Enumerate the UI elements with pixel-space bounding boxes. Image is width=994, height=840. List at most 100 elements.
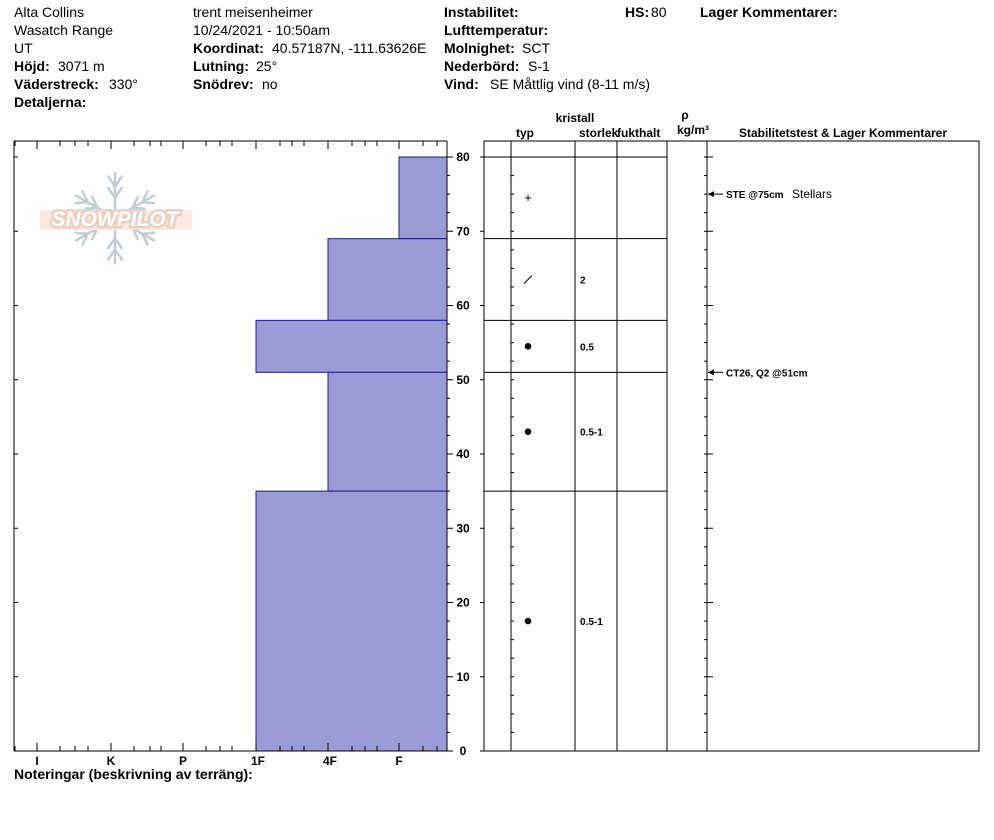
depth-tick-label: 60	[456, 299, 470, 313]
depth-tick-label: 50	[456, 373, 470, 387]
snowflake-branch	[106, 175, 117, 188]
hardness-tick-label: K	[107, 754, 116, 768]
details-label: Detaljerna:	[14, 94, 86, 110]
depth-tick-label: 10	[456, 670, 470, 684]
density-unit-header: kg/m³	[677, 123, 709, 137]
elevation-value: 3071 m	[58, 58, 105, 74]
stability-test-label: STE @75cm	[726, 190, 784, 201]
grain-type-rounded-icon	[524, 428, 532, 436]
grain-size-label: 0.5-1	[580, 428, 603, 439]
snowflake-branch	[91, 226, 99, 241]
instability-label: Instabilitet:	[444, 4, 519, 20]
grain-size-label: 0.5-1	[580, 617, 603, 628]
snowflake-branch	[141, 232, 149, 246]
state-name: UT	[14, 40, 33, 56]
type-header: typ	[516, 126, 534, 140]
drift-value: no	[262, 76, 278, 92]
snowflake-arm	[74, 194, 117, 220]
crystal-header: kristall	[556, 111, 595, 125]
snowflake-branch	[113, 186, 124, 199]
snowflake-branch	[81, 232, 89, 246]
stability-header: Stabilitetstest & Lager Kommentarer	[739, 126, 947, 140]
rho-header: ρ	[681, 108, 688, 122]
precip-value: S-1	[528, 58, 550, 74]
size-header: storlek	[579, 126, 619, 140]
hardness-tick-label: 4F	[323, 754, 337, 768]
slope-label: Lutning:	[193, 58, 249, 74]
snowflake-branch	[141, 201, 156, 205]
grain-type-rounded-icon	[524, 617, 532, 625]
slope-value: 25°	[256, 58, 277, 74]
depth-tick-label: 0	[460, 744, 467, 758]
grain-size-label: 0.5	[580, 342, 594, 353]
grain-type-new-snow-icon: +	[524, 190, 532, 205]
grain-type-decomposing-icon	[523, 275, 533, 284]
snowflake-arm	[74, 216, 117, 242]
snowflake-branch	[131, 195, 139, 210]
coord-value: 40.57187N, -111.63626E	[272, 40, 426, 56]
header-area: Alta Collins Wasatch Range UT Höjd: 3071…	[14, 4, 947, 140]
snowflake-branch	[131, 206, 146, 211]
snowflake-branch	[131, 225, 146, 230]
hardness-bar	[255, 490, 448, 752]
logo-banner	[40, 210, 192, 230]
snowflake-arm	[113, 194, 156, 220]
stability-test-arrowhead	[708, 191, 714, 198]
snowflake-branch	[113, 248, 124, 261]
hardness-bar	[327, 371, 448, 492]
hardness-tick-label: P	[179, 754, 187, 768]
depth-tick-label: 30	[456, 521, 470, 535]
snowpilot-logo: SNOWPILOT	[40, 171, 192, 265]
layer-table-frame	[483, 140, 980, 752]
snowflake-branch	[106, 186, 117, 199]
snowflake-branch	[106, 248, 117, 261]
stability-test-label: CT26, Q2 @51cm	[726, 368, 808, 379]
stability-test-comment: Stellars	[792, 187, 832, 201]
cloud-value: SCT	[522, 40, 550, 56]
depth-tick-label: 40	[456, 447, 470, 461]
snowflake-branch	[84, 225, 99, 230]
snowflake-arm	[113, 216, 156, 242]
depth-tick-label: 70	[456, 224, 470, 238]
snowflake-branch	[141, 190, 149, 204]
snowflake-branch	[141, 231, 156, 235]
layer-comments-label: Lager Kommentarer:	[700, 4, 838, 20]
hardness-tick-label: F	[395, 754, 402, 768]
aspect-label: Väderstreck:	[14, 76, 99, 92]
precip-label: Nederbörd:	[444, 58, 519, 74]
notes-label: Noteringar (beskrivning av terräng):	[14, 766, 253, 782]
location-name: Alta Collins	[14, 4, 84, 20]
snowflake-branch	[131, 226, 139, 241]
coord-label: Koordinat:	[193, 40, 264, 56]
depth-tick-label: 20	[456, 596, 470, 610]
snowflake-branch	[81, 190, 89, 204]
hardness-tick-label: I	[35, 754, 38, 768]
hs-label: HS:	[625, 4, 649, 20]
hardness-bar	[398, 156, 448, 240]
airtemp-label: Lufttemperatur:	[444, 22, 548, 38]
wind-value: SE Måttlig vind (8-11 m/s)	[490, 76, 650, 92]
range-name: Wasatch Range	[14, 22, 113, 38]
hardness-tick-label: 1F	[251, 754, 265, 768]
grain-size-label: 2	[580, 276, 586, 287]
snowflake-branch	[113, 237, 124, 250]
snowflake-branch	[91, 195, 99, 210]
wind-label: Vind:	[444, 76, 479, 92]
hardness-bar	[327, 238, 448, 321]
snowflake-branch	[84, 206, 99, 211]
snowpilot-logo-text: SNOWPILOT	[51, 208, 180, 231]
snowflake-branch	[106, 237, 117, 250]
depth-tick-label: 80	[456, 150, 470, 164]
elevation-label: Höjd:	[14, 58, 50, 74]
grain-type-rounded-icon	[524, 343, 532, 350]
observer-name: trent meisenheimer	[193, 4, 313, 20]
moisture-header: fukthalt	[617, 126, 660, 140]
snowflake-branch	[74, 201, 89, 205]
drift-label: Snödrev:	[193, 76, 254, 92]
aspect-value: 330°	[109, 76, 138, 92]
hardness-bar	[255, 319, 448, 373]
snowflake-icon	[74, 171, 156, 265]
stability-test-arrowhead	[708, 369, 714, 376]
snowflake-branch	[113, 175, 124, 188]
snowflake-branch	[74, 231, 89, 235]
